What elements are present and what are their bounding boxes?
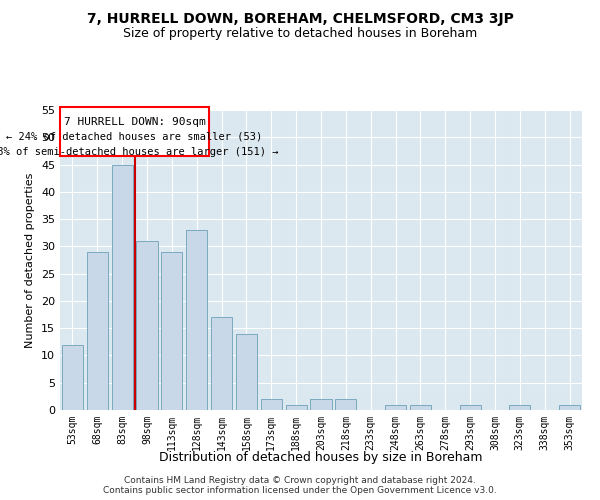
Bar <box>559 404 580 410</box>
Bar <box>62 344 83 410</box>
Bar <box>87 252 108 410</box>
Bar <box>236 334 257 410</box>
Bar <box>211 318 232 410</box>
Bar <box>385 404 406 410</box>
Bar <box>310 399 332 410</box>
Bar <box>60 108 209 156</box>
Text: Contains public sector information licensed under the Open Government Licence v3: Contains public sector information licen… <box>103 486 497 495</box>
Bar <box>286 404 307 410</box>
Bar <box>460 404 481 410</box>
Bar <box>261 399 282 410</box>
Bar <box>186 230 207 410</box>
Text: ← 24% of detached houses are smaller (53): ← 24% of detached houses are smaller (53… <box>7 132 263 142</box>
Bar <box>335 399 356 410</box>
Bar <box>161 252 182 410</box>
Text: Distribution of detached houses by size in Boreham: Distribution of detached houses by size … <box>159 451 483 464</box>
Bar <box>509 404 530 410</box>
Y-axis label: Number of detached properties: Number of detached properties <box>25 172 35 348</box>
Text: 7 HURRELL DOWN: 90sqm: 7 HURRELL DOWN: 90sqm <box>64 117 205 127</box>
Bar <box>136 241 158 410</box>
Text: Contains HM Land Registry data © Crown copyright and database right 2024.: Contains HM Land Registry data © Crown c… <box>124 476 476 485</box>
Text: 68% of semi-detached houses are larger (151) →: 68% of semi-detached houses are larger (… <box>0 146 278 156</box>
Text: 7, HURRELL DOWN, BOREHAM, CHELMSFORD, CM3 3JP: 7, HURRELL DOWN, BOREHAM, CHELMSFORD, CM… <box>86 12 514 26</box>
Bar <box>112 164 133 410</box>
Bar <box>410 404 431 410</box>
Text: Size of property relative to detached houses in Boreham: Size of property relative to detached ho… <box>123 28 477 40</box>
